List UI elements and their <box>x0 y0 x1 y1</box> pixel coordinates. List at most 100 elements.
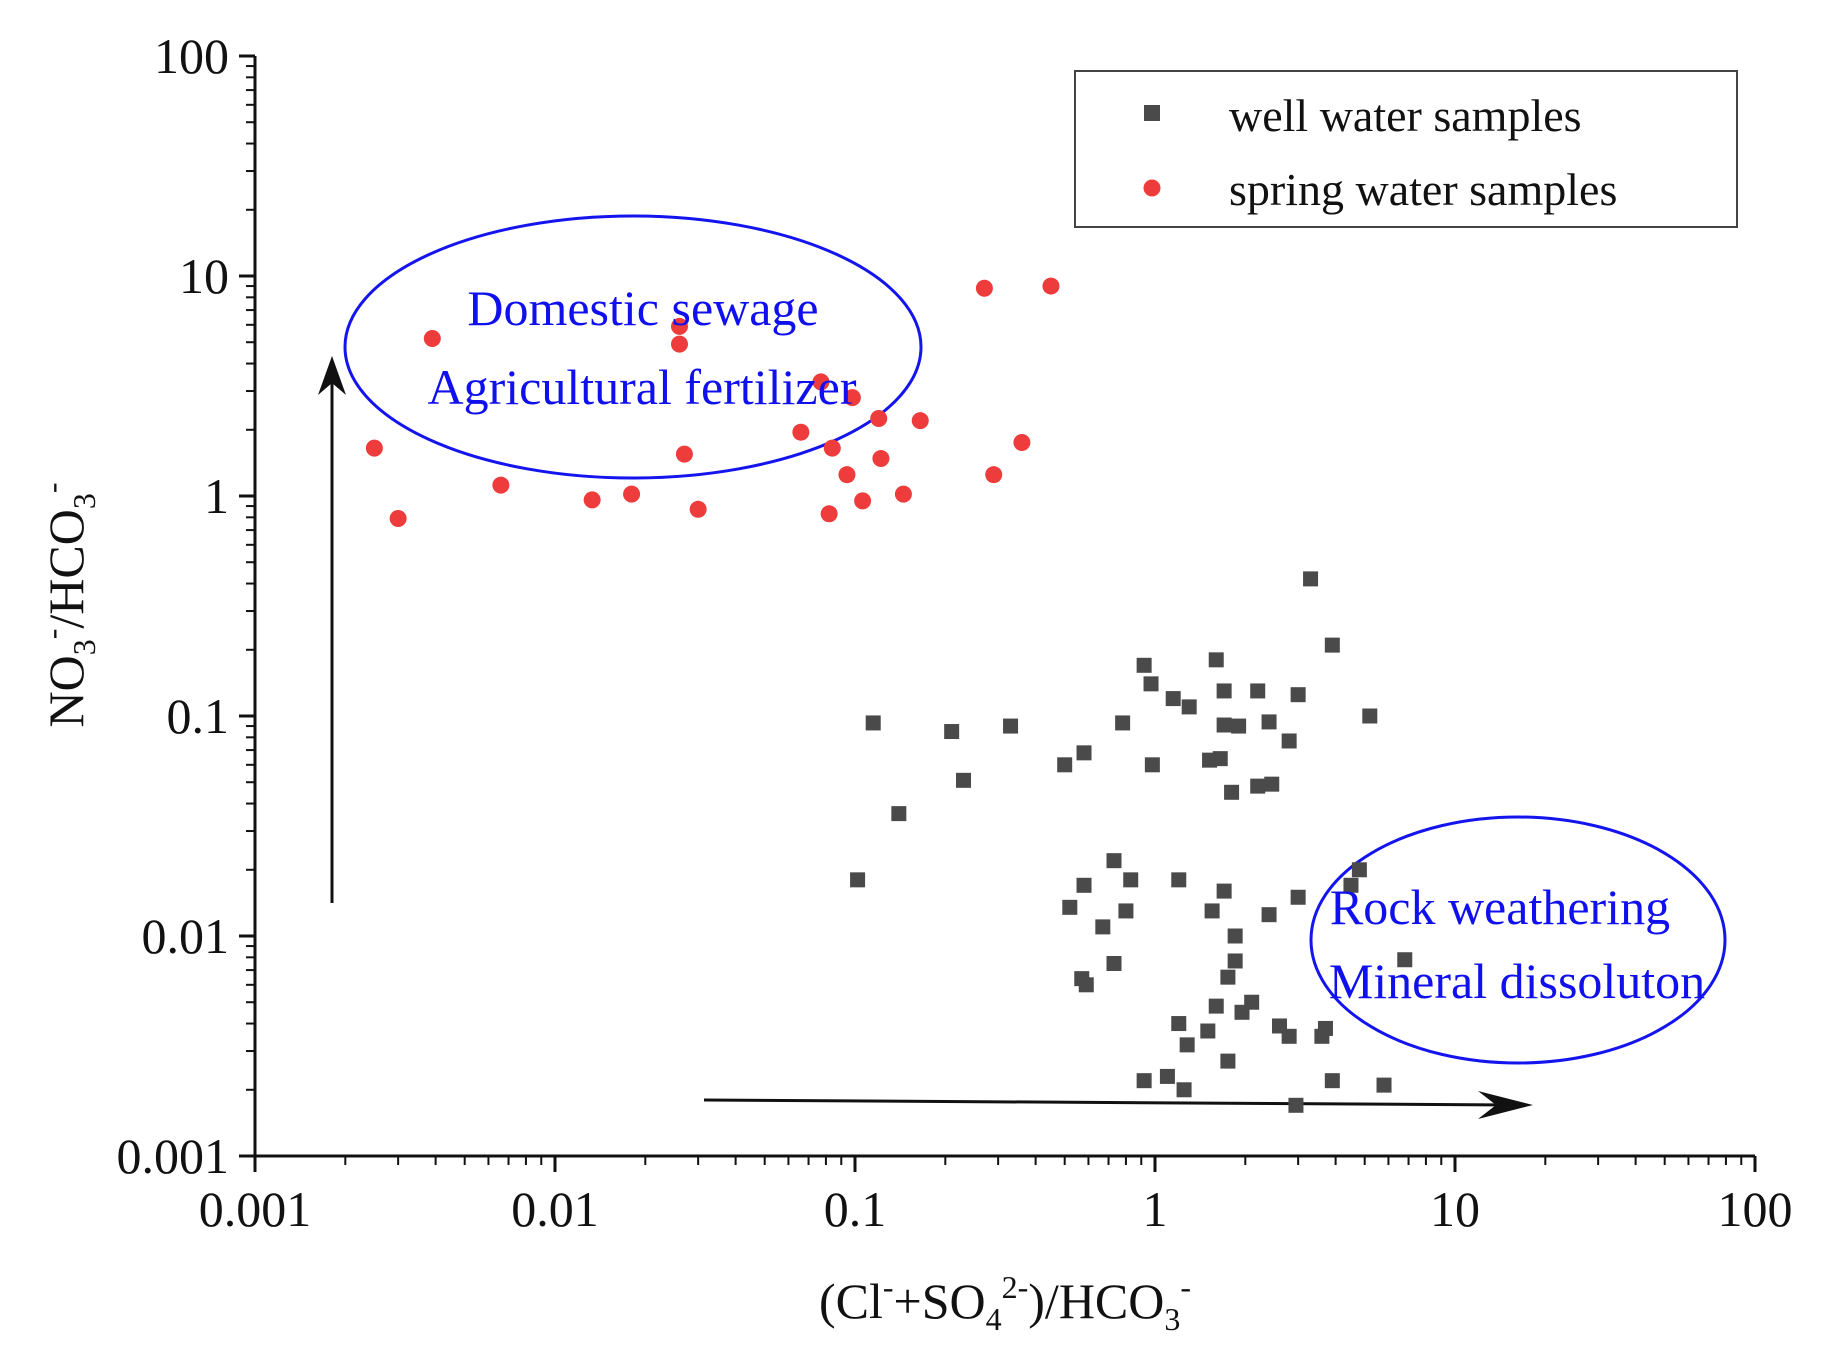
axis-title-part: - <box>883 1269 894 1305</box>
spring-water-point <box>389 510 407 528</box>
well-water-point <box>1261 907 1277 923</box>
spring-water-point <box>894 485 912 503</box>
well-water-point <box>1220 969 1236 985</box>
well-water-point <box>1376 1077 1392 1093</box>
axis-title-part: 4 <box>986 1301 1002 1337</box>
axis-title-part: - <box>34 629 70 640</box>
well-water-point <box>1106 853 1122 869</box>
well-water-point <box>1351 862 1367 878</box>
well-water-point <box>1227 928 1243 944</box>
spring-water-point <box>670 335 688 353</box>
spring-water-point <box>623 485 641 503</box>
y-tick-label: 100 <box>154 28 229 84</box>
y-tick-label: 0.01 <box>142 908 230 964</box>
well-water-point <box>1288 1097 1304 1113</box>
well-water-point <box>1261 714 1277 730</box>
well-water-point <box>1144 757 1160 773</box>
well-water-point <box>1078 977 1094 993</box>
rightward-arrow-shaft <box>703 1098 1511 1107</box>
legend-marker-well <box>1144 105 1160 121</box>
well-water-point <box>1227 953 1243 969</box>
spring-water-point <box>985 466 1003 484</box>
note-mineral-dissolution: Mineral dissoluton <box>1329 953 1705 1009</box>
spring-water-point <box>423 329 441 347</box>
well-water-point <box>1181 699 1197 715</box>
well-water-point <box>1216 717 1232 733</box>
y-tick-label: 10 <box>179 248 229 304</box>
well-water-point <box>1115 715 1131 731</box>
well-water-point <box>1212 751 1228 767</box>
well-water-point <box>1200 1023 1216 1039</box>
well-water-point <box>1220 1053 1236 1069</box>
spring-water-point <box>872 450 890 468</box>
spring-water-point <box>870 410 888 428</box>
spring-water-point <box>583 491 601 509</box>
y-tick-label: 0.1 <box>167 688 230 744</box>
well-water-point <box>1250 778 1266 794</box>
axis-title-part: )/HCO <box>1028 1273 1164 1329</box>
axis-title-part: 3 <box>66 639 102 655</box>
spring-water-point <box>492 476 510 494</box>
series-well-water <box>850 571 1413 1113</box>
x-tick-label: 0.01 <box>511 1181 599 1237</box>
spring-water-point <box>792 423 810 441</box>
x-tick-label: 0.001 <box>199 1181 312 1237</box>
well-water-point <box>956 772 972 788</box>
well-water-point <box>1234 1004 1250 1020</box>
axis-title-part: (Cl <box>819 1273 883 1329</box>
x-axis-title: (Cl-​+SO4​2-​)/HCO3​-​ <box>819 1269 1191 1337</box>
note-rock-weathering: Rock weathering <box>1330 879 1670 935</box>
well-water-point <box>1281 1028 1297 1044</box>
well-water-point <box>1179 1037 1195 1053</box>
well-water-point <box>1250 683 1266 699</box>
legend-marker-spring <box>1143 179 1161 197</box>
spring-water-point <box>689 500 707 518</box>
axis-title-part: 2- <box>1002 1269 1029 1305</box>
axis-title-part: NO <box>38 655 94 727</box>
rock-weathering-ellipse <box>1309 815 1727 1065</box>
well-water-point <box>1314 1028 1330 1044</box>
well-water-point <box>1136 657 1152 673</box>
well-water-point <box>1216 883 1232 899</box>
x-tick-label: 0.1 <box>824 1181 887 1237</box>
spring-water-point <box>675 445 693 463</box>
spring-water-point <box>975 279 993 297</box>
well-water-point <box>1171 872 1187 888</box>
well-water-point <box>1143 676 1159 692</box>
spring-water-point <box>911 412 929 430</box>
axis-title-part: /HCO <box>38 509 94 628</box>
well-water-point <box>1264 776 1280 792</box>
x-tick-label: 1 <box>1143 1181 1168 1237</box>
well-water-point <box>1076 877 1092 893</box>
axis-title-part: 3 <box>66 493 102 509</box>
legend-label-spring: spring water samples <box>1229 164 1617 215</box>
spring-water-point <box>365 439 383 457</box>
spring-water-point <box>820 505 838 523</box>
rightward-arrow-head <box>1478 1091 1533 1119</box>
well-water-point <box>1324 1073 1340 1089</box>
well-water-point <box>1204 903 1220 919</box>
major-ticks <box>239 54 1757 1172</box>
well-water-point <box>865 715 881 731</box>
x-tick-label: 100 <box>1718 1181 1793 1237</box>
well-water-point <box>1003 718 1019 734</box>
well-water-point <box>944 724 960 740</box>
annotations <box>318 214 1727 1119</box>
legend-box <box>1074 70 1738 228</box>
well-water-point <box>1076 745 1092 761</box>
well-water-point <box>1303 571 1319 587</box>
legend: well water samples spring water samples <box>1074 70 1738 228</box>
legend-label-well: well water samples <box>1229 90 1582 141</box>
well-water-point <box>1224 784 1240 800</box>
note-domestic-sewage: Domestic sewage <box>467 280 818 336</box>
well-water-point <box>1281 733 1297 749</box>
well-water-point <box>1362 708 1378 724</box>
note-agricultural-fertilizer: Agricultural fertilizer <box>428 359 857 415</box>
y-tick-label: 0.001 <box>117 1128 230 1184</box>
well-water-point <box>1057 757 1073 773</box>
well-water-point <box>1343 877 1359 893</box>
well-water-point <box>1231 718 1247 734</box>
x-tick-label: 10 <box>1430 1181 1480 1237</box>
annotation-texts: Domestic sewage Agricultural fertilizer … <box>428 280 1706 1009</box>
